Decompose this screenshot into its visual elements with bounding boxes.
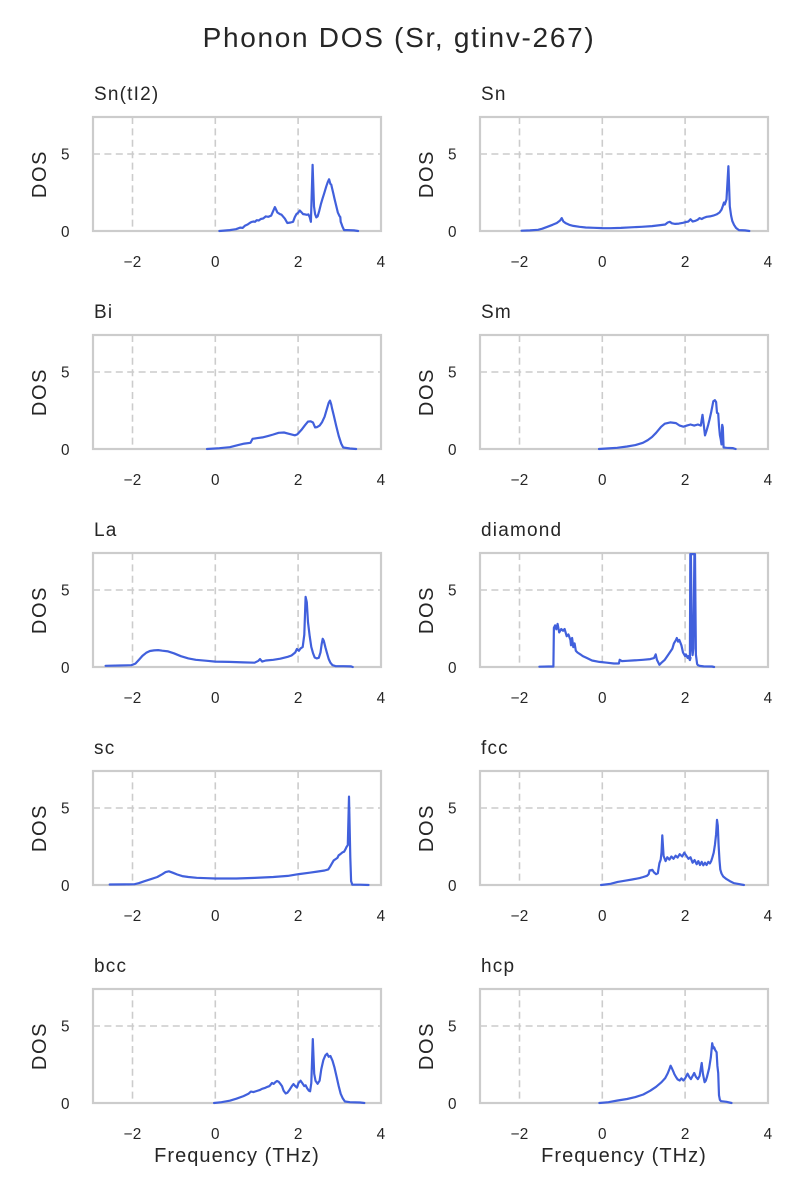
svg-text:2: 2 (681, 908, 690, 925)
svg-text:0: 0 (598, 254, 607, 271)
svg-text:−2: −2 (511, 254, 528, 271)
svg-text:0: 0 (61, 878, 70, 895)
svg-text:0: 0 (61, 442, 70, 459)
svg-text:2: 2 (294, 1126, 303, 1143)
svg-text:2: 2 (294, 254, 303, 271)
svg-text:0: 0 (598, 472, 607, 489)
svg-text:4: 4 (377, 472, 386, 489)
svg-text:Frequency (THz): Frequency (THz) (154, 1145, 320, 1167)
svg-text:0: 0 (448, 442, 457, 459)
svg-text:2: 2 (294, 690, 303, 707)
svg-text:0: 0 (448, 1096, 457, 1113)
svg-text:0: 0 (448, 878, 457, 895)
svg-text:hcp: hcp (481, 956, 515, 977)
svg-text:Sm: Sm (481, 302, 512, 323)
svg-text:2: 2 (681, 254, 690, 271)
svg-text:5: 5 (448, 1019, 457, 1036)
svg-text:DOS: DOS (416, 586, 438, 634)
svg-text:4: 4 (377, 908, 386, 925)
svg-text:0: 0 (61, 660, 70, 677)
svg-text:2: 2 (294, 472, 303, 489)
svg-text:5: 5 (61, 365, 70, 382)
svg-text:−2: −2 (511, 472, 528, 489)
svg-text:5: 5 (61, 147, 70, 164)
svg-text:bcc: bcc (94, 956, 127, 977)
svg-text:2: 2 (681, 690, 690, 707)
svg-text:DOS: DOS (29, 804, 51, 852)
svg-text:−2: −2 (511, 1126, 528, 1143)
svg-text:4: 4 (377, 1126, 386, 1143)
svg-text:DOS: DOS (416, 804, 438, 852)
svg-text:Sn: Sn (481, 84, 507, 105)
svg-text:4: 4 (764, 908, 773, 925)
svg-text:DOS: DOS (29, 368, 51, 416)
svg-text:0: 0 (448, 224, 457, 241)
svg-text:0: 0 (211, 472, 220, 489)
svg-text:5: 5 (61, 583, 70, 600)
svg-text:Frequency (THz): Frequency (THz) (541, 1145, 707, 1167)
svg-text:fcc: fcc (481, 738, 509, 759)
svg-text:5: 5 (448, 147, 457, 164)
svg-text:0: 0 (211, 690, 220, 707)
svg-text:5: 5 (61, 1019, 70, 1036)
svg-text:−2: −2 (124, 908, 141, 925)
svg-text:4: 4 (764, 472, 773, 489)
svg-text:−2: −2 (124, 1126, 141, 1143)
svg-text:4: 4 (764, 690, 773, 707)
svg-text:diamond: diamond (481, 520, 562, 541)
svg-text:−2: −2 (124, 254, 141, 271)
svg-text:0: 0 (211, 1126, 220, 1143)
svg-text:−2: −2 (511, 908, 528, 925)
svg-text:Phonon DOS (Sr, gtinv-267): Phonon DOS (Sr, gtinv-267) (203, 22, 596, 53)
svg-text:4: 4 (764, 254, 773, 271)
svg-text:0: 0 (448, 660, 457, 677)
svg-text:2: 2 (294, 908, 303, 925)
svg-text:−2: −2 (511, 690, 528, 707)
svg-text:DOS: DOS (416, 150, 438, 198)
svg-text:DOS: DOS (416, 368, 438, 416)
svg-text:0: 0 (598, 908, 607, 925)
svg-text:0: 0 (211, 254, 220, 271)
svg-text:0: 0 (61, 1096, 70, 1113)
svg-text:Sn(tI2): Sn(tI2) (94, 84, 159, 105)
svg-text:0: 0 (61, 224, 70, 241)
svg-text:0: 0 (211, 908, 220, 925)
svg-text:2: 2 (681, 472, 690, 489)
svg-text:0: 0 (598, 1126, 607, 1143)
svg-text:5: 5 (448, 801, 457, 818)
svg-text:DOS: DOS (29, 150, 51, 198)
svg-text:DOS: DOS (416, 1022, 438, 1070)
svg-text:La: La (94, 520, 118, 541)
svg-text:Bi: Bi (94, 302, 113, 323)
svg-text:−2: −2 (124, 690, 141, 707)
svg-text:4: 4 (377, 254, 386, 271)
svg-text:5: 5 (448, 365, 457, 382)
svg-text:5: 5 (61, 801, 70, 818)
svg-text:4: 4 (377, 690, 386, 707)
svg-text:DOS: DOS (29, 1022, 51, 1070)
svg-text:sc: sc (94, 738, 115, 759)
svg-text:0: 0 (598, 690, 607, 707)
svg-text:4: 4 (764, 1126, 773, 1143)
svg-text:DOS: DOS (29, 586, 51, 634)
svg-text:−2: −2 (124, 472, 141, 489)
svg-text:5: 5 (448, 583, 457, 600)
svg-text:2: 2 (681, 1126, 690, 1143)
